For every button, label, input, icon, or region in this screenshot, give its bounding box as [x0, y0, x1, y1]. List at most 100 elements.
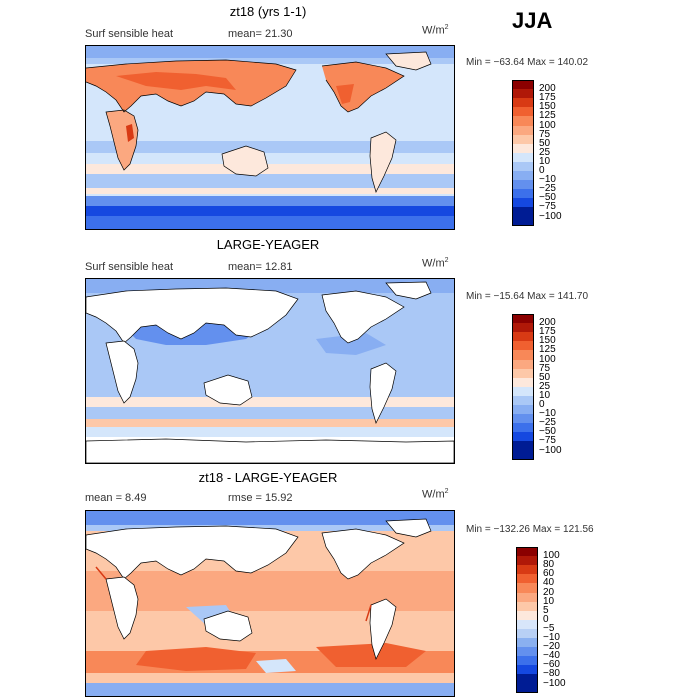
panel3-mean: mean = 8.49	[85, 492, 147, 504]
colorbar-level-label: 125	[539, 110, 556, 122]
colorbar-swatch	[512, 171, 534, 181]
panel2-title: LARGE-YEAGER	[216, 237, 320, 252]
colorbar-level-label: −5	[543, 622, 555, 634]
colorbar-swatch	[516, 647, 538, 657]
colorbar-swatch	[516, 610, 538, 621]
colorbar-swatch	[512, 432, 534, 442]
colorbar-level-label: 10	[539, 389, 551, 401]
colorbar-level-label: 75	[539, 128, 551, 140]
colorbar-level-label: 150	[539, 335, 556, 347]
colorbar-swatch	[512, 368, 534, 379]
colorbar-level-label: 25	[539, 146, 551, 158]
colorbar-level-label: 5	[543, 604, 549, 616]
colorbar-level-label: 175	[539, 326, 556, 338]
colorbar-swatch	[516, 592, 538, 603]
colorbar-swatch	[512, 80, 534, 90]
colorbar-level-label: 75	[539, 362, 551, 374]
panel1-map	[85, 45, 455, 230]
colorbar-swatch	[516, 601, 538, 612]
colorbar-swatch	[516, 638, 538, 648]
colorbar-swatch	[516, 628, 538, 639]
colorbar-swatch	[512, 152, 534, 163]
colorbar-level-label: 200	[539, 83, 556, 95]
colorbar-swatch	[512, 423, 534, 433]
panel3-map	[85, 510, 455, 697]
colorbar-swatch	[512, 89, 534, 99]
colorbar-swatch	[512, 107, 534, 117]
colorbar-level-label: −50	[539, 192, 556, 204]
colorbar-swatch	[512, 405, 534, 415]
season-title: JJA	[512, 8, 553, 33]
colorbar-swatch	[512, 125, 534, 136]
panel2-minmax: Min = −15.64 Max = 141.70	[466, 291, 589, 302]
colorbar-swatch	[516, 556, 538, 566]
colorbar-level-label: 100	[539, 353, 556, 365]
colorbar-level-label: 100	[539, 119, 556, 131]
colorbar-swatch	[512, 395, 534, 406]
colorbar-level-label: −20	[543, 641, 560, 653]
colorbar-swatch	[512, 161, 534, 172]
panel3-units: W/m2	[422, 488, 449, 501]
panel3-minmax: Min = −132.26 Max = 121.56	[466, 524, 594, 535]
colorbar-swatch	[512, 143, 534, 154]
colorbar-level-label: 40	[543, 577, 555, 589]
colorbar-swatch	[512, 359, 534, 370]
colorbar-level-label: 200	[539, 317, 556, 329]
colorbar-swatch	[512, 332, 534, 342]
colorbar-level-label: −100	[539, 444, 562, 456]
panel1-minmax: Min = −63.64 Max = 140.02	[466, 57, 589, 68]
colorbar-swatch	[512, 180, 534, 190]
colorbar-swatch	[512, 350, 534, 360]
colorbar-level-label: 10	[543, 595, 555, 607]
colorbar-level-label: −75	[539, 435, 556, 447]
colorbar-swatch	[516, 665, 538, 675]
colorbar-swatch	[512, 441, 534, 451]
colorbar-level-label: −10	[539, 174, 556, 186]
colorbar-swatch	[516, 619, 538, 630]
colorbar-swatch	[512, 314, 534, 324]
colorbar-swatch	[512, 386, 534, 397]
colorbar-swatch	[516, 574, 538, 584]
panel1-variable-label: Surf sensible heat	[85, 28, 174, 40]
colorbar-swatch	[516, 583, 538, 593]
colorbar-swatch	[516, 565, 538, 575]
panel2-units: W/m2	[422, 257, 449, 270]
colorbar-level-label: −50	[539, 426, 556, 438]
panel3-rmse: rmse = 15.92	[228, 492, 293, 504]
colorbar-swatch	[512, 377, 534, 388]
panel3-title: zt18 - LARGE-YEAGER	[198, 470, 338, 485]
colorbar-swatch	[512, 116, 534, 126]
colorbar-level-label: 0	[543, 613, 549, 625]
colorbar-level-label: 20	[543, 586, 555, 598]
panel2-map	[85, 278, 455, 464]
colorbar-level-label: 50	[539, 137, 551, 149]
colorbar-level-label: 175	[539, 92, 556, 104]
panel1-title: zt18 (yrs 1-1)	[229, 4, 307, 19]
colorbar-level-label: −10	[539, 408, 556, 420]
colorbar-level-label: −100	[539, 210, 562, 222]
colorbar-level-label: 0	[539, 165, 545, 176]
colorbar-level-label: −60	[543, 659, 560, 671]
colorbar-swatch	[512, 207, 534, 217]
panel1-mean: mean= 21.30	[228, 28, 293, 40]
colorbar-level-label: −10	[543, 632, 560, 643]
colorbar-level-label: −40	[543, 650, 560, 662]
colorbar-level-label: 125	[539, 344, 556, 356]
colorbar-level-label: 10	[539, 155, 551, 167]
colorbar-level-label: −25	[539, 183, 556, 195]
colorbar-level-label: 80	[543, 559, 555, 571]
colorbar-swatch	[516, 656, 538, 666]
colorbar-swatch	[512, 98, 534, 108]
colorbar-swatch	[516, 547, 538, 557]
colorbar-level-label: −75	[539, 201, 556, 213]
colorbar-swatch	[512, 341, 534, 351]
colorbar-swatch	[512, 450, 534, 461]
colorbar-level-label: −80	[543, 668, 560, 680]
colorbar-level-label: 25	[539, 380, 551, 392]
colorbar-level-label: 50	[539, 371, 551, 383]
colorbar-level-label: 150	[539, 101, 556, 113]
colorbar-level-label: −25	[539, 417, 556, 429]
colorbar-swatch	[512, 134, 534, 145]
colorbar-swatch	[516, 683, 538, 694]
colorbar-swatch	[512, 198, 534, 208]
